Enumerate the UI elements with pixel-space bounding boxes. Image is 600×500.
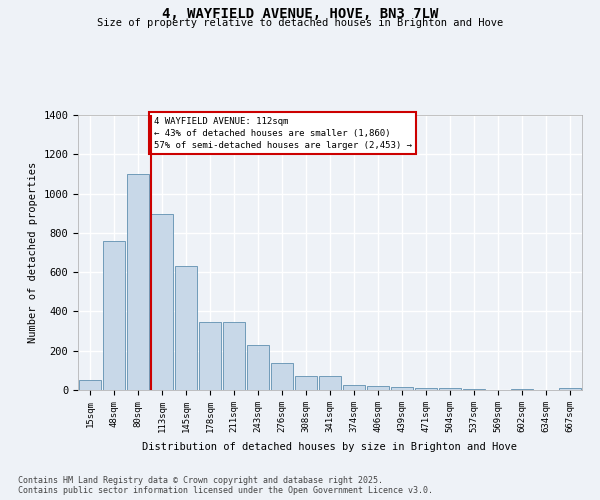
Bar xyxy=(199,322,221,390)
Bar xyxy=(367,386,389,390)
Bar xyxy=(391,387,413,390)
Bar xyxy=(127,174,149,390)
Bar xyxy=(295,376,317,390)
Bar xyxy=(343,384,365,390)
Bar xyxy=(151,214,173,390)
Text: Distribution of detached houses by size in Brighton and Hove: Distribution of detached houses by size … xyxy=(143,442,517,452)
Bar xyxy=(223,322,245,390)
Text: Contains HM Land Registry data © Crown copyright and database right 2025.: Contains HM Land Registry data © Crown c… xyxy=(18,476,383,485)
Bar xyxy=(103,240,125,390)
Text: 4, WAYFIELD AVENUE, HOVE, BN3 7LW: 4, WAYFIELD AVENUE, HOVE, BN3 7LW xyxy=(162,8,438,22)
Y-axis label: Number of detached properties: Number of detached properties xyxy=(28,162,38,343)
Bar xyxy=(511,389,533,390)
Text: Contains public sector information licensed under the Open Government Licence v3: Contains public sector information licen… xyxy=(18,486,433,495)
Bar xyxy=(271,364,293,390)
Bar xyxy=(319,376,341,390)
Bar xyxy=(79,380,101,390)
Text: Size of property relative to detached houses in Brighton and Hove: Size of property relative to detached ho… xyxy=(97,18,503,28)
Bar xyxy=(439,388,461,390)
Bar xyxy=(463,389,485,390)
Bar xyxy=(247,345,269,390)
Text: 4 WAYFIELD AVENUE: 112sqm
← 43% of detached houses are smaller (1,860)
57% of se: 4 WAYFIELD AVENUE: 112sqm ← 43% of detac… xyxy=(154,117,412,150)
Bar xyxy=(559,388,581,390)
Bar xyxy=(175,266,197,390)
Bar xyxy=(415,388,437,390)
